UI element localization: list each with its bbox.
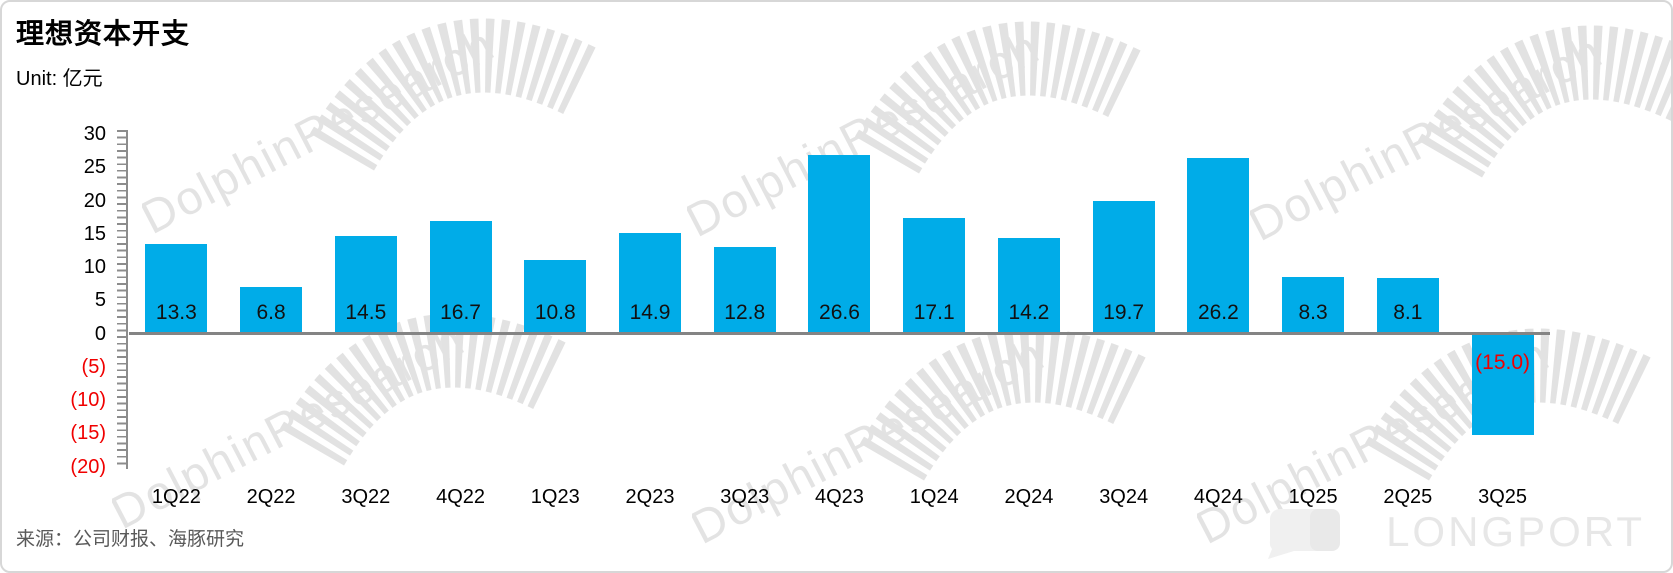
longport-brand: LONGPORT (1260, 505, 1645, 559)
bar (145, 243, 208, 332)
x-axis-label: 2Q22 (246, 486, 296, 508)
x-axis-label: 2Q23 (625, 486, 675, 508)
x-axis-label: 3Q23 (720, 486, 770, 508)
bar (997, 237, 1060, 332)
y-axis-label: 30 (83, 123, 106, 145)
bar (903, 218, 966, 332)
bar-value-label: 10.8 (534, 301, 576, 324)
bar (713, 246, 776, 332)
x-axis-label: 4Q22 (436, 486, 486, 508)
y-axis-label: (10) (70, 389, 106, 411)
bar-value-label: 13.3 (155, 301, 197, 324)
y-axis-label: 5 (94, 289, 106, 312)
unit-label: Unit: 亿元 (16, 68, 103, 90)
bar (1187, 157, 1250, 332)
bar-value-label: 12.8 (724, 301, 766, 324)
bar-value-label: 26.2 (1197, 301, 1239, 324)
bar-value-label: 14.9 (629, 301, 671, 324)
y-axis-ruler (117, 130, 128, 469)
x-axis-label: 1Q23 (530, 486, 580, 508)
bar (619, 232, 681, 332)
bar-value-label: (15.0) (1475, 351, 1530, 374)
x-axis-label: 1Q22 (151, 486, 201, 508)
zero-axis-line (129, 332, 1550, 335)
bar-value-label: 19.7 (1103, 301, 1145, 324)
bar-value-label: 6.8 (256, 301, 286, 324)
longport-logo-icon (1268, 509, 1341, 559)
y-axis-label: (15) (70, 422, 106, 445)
x-axis-label: 4Q24 (1193, 486, 1243, 508)
x-axis-label: 1Q24 (909, 486, 959, 508)
bar-value-label: 14.5 (345, 301, 387, 324)
bar (808, 155, 871, 332)
bar-value-label: 16.7 (440, 301, 481, 324)
x-axis-label: 3Q25 (1478, 486, 1528, 508)
x-axis-label: 2Q25 (1383, 486, 1433, 508)
x-axis-label: 3Q22 (341, 486, 391, 508)
source-note: 来源：公司财报、海豚研究 (16, 529, 245, 550)
y-axis-label: (5) (81, 355, 106, 378)
x-axis-label: 4Q23 (815, 486, 864, 508)
bar (1376, 278, 1439, 332)
y-axis-label: 0 (94, 322, 106, 345)
bar-value-label: 17.1 (913, 301, 955, 324)
x-axis-label: 2Q24 (1004, 486, 1054, 508)
y-axis-label: 20 (83, 189, 106, 212)
page-title: 理想资本开支 (16, 18, 191, 49)
longport-wordmark: LONGPORT (1386, 508, 1645, 555)
x-axis-label: 3Q24 (1099, 486, 1149, 508)
y-axis-label: 25 (83, 156, 106, 179)
bar-value-label: 26.6 (819, 301, 860, 324)
y-axis-label: 10 (83, 256, 106, 278)
bar-value-label: 8.3 (1298, 301, 1328, 324)
bar-value-label: 14.2 (1008, 301, 1050, 324)
bar-value-label: 8.1 (1393, 301, 1423, 324)
x-axis-label: 1Q25 (1288, 486, 1338, 508)
y-axis-label: (20) (70, 455, 106, 478)
bar (1282, 276, 1345, 332)
bar (1092, 200, 1155, 332)
bar (429, 220, 492, 332)
y-axis-label: 15 (83, 222, 106, 245)
